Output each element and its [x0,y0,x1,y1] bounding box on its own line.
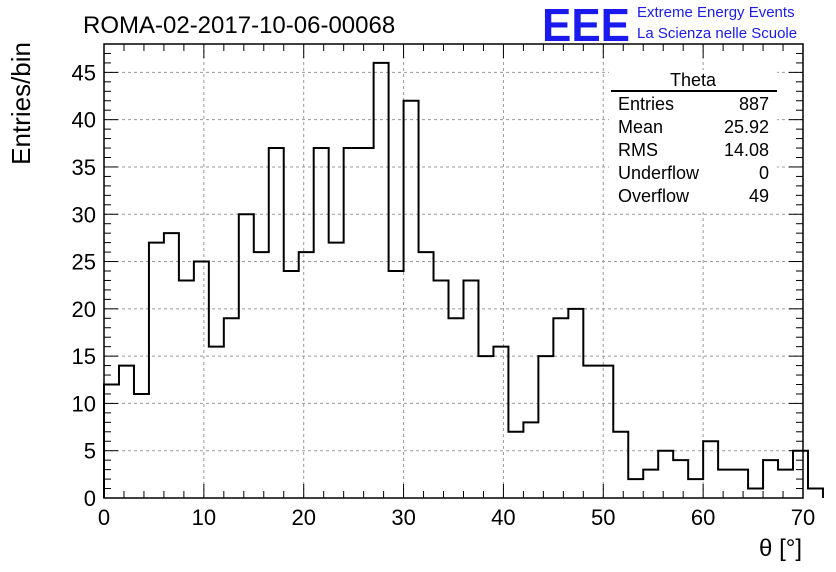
histogram-bin [224,318,239,498]
x-tick-label: 40 [491,505,515,530]
y-tick-label: 40 [72,108,96,133]
histogram-bin [344,148,359,498]
histogram-bin [658,451,673,498]
y-tick-label: 30 [72,202,96,227]
histogram-bin [209,347,224,498]
histogram-bin [134,394,149,498]
histogram-bin [598,366,613,498]
histogram-bin [808,489,823,498]
histogram-bin [763,460,778,498]
y-axis-label: Entries/bin [6,42,36,165]
histogram-bin [299,252,314,498]
histogram-bin [643,470,658,498]
histogram-bin [329,243,344,498]
histogram-bin [778,470,793,498]
y-tick-label: 5 [84,439,96,464]
stats-rows: Entries 887 Mean 25.92 RMS 14.08 Underflow 0 Ove… [618,94,769,206]
histogram-bin [508,432,523,498]
logo-line-2: La Scienza nelle Scuole [637,25,797,42]
x-tick-label: 20 [291,505,315,530]
stats-box: Theta Entries 887 Mean 25.92 RMS 14.08 Underfl… [609,70,777,210]
x-axis-label: θ [°] [759,535,802,562]
x-tick-label: 50 [591,505,615,530]
histogram-bin [613,432,628,498]
histogram-bin [314,148,329,498]
y-tick-label: 45 [72,60,96,85]
y-tick-label: 35 [72,155,96,180]
histogram-bin [748,489,763,498]
histogram-bin [583,366,598,498]
stats-value: 49 [749,186,769,206]
stats-title: Theta [670,70,717,90]
histogram-bin [538,356,553,498]
histogram-bin [688,479,703,498]
stats-label: Underflow [618,163,700,183]
histogram-bin [449,318,464,498]
y-tick-label: 10 [72,391,96,416]
histogram-bin [553,318,568,498]
histogram-bin [269,148,284,498]
histogram-bin [149,243,164,498]
stats-value: 887 [739,94,769,114]
histogram-bin [359,148,374,498]
logo-line-1: Extreme Energy Events [637,4,795,21]
histogram-bin [703,441,718,498]
stats-label: Entries [618,94,674,114]
histogram-bin [628,479,643,498]
stats-label: Overflow [618,186,690,206]
logo-letters: EEE [542,0,630,51]
histogram-bin [254,252,269,498]
y-tick-label: 20 [72,297,96,322]
histogram-bin [568,309,583,498]
eee-logo: EEE Extreme Energy Events La Scienza nel… [542,0,797,51]
histogram-bin [194,262,209,498]
histogram-bin [239,214,254,498]
histogram-bin [104,385,119,499]
histogram-bin [673,460,688,498]
histogram-bin [434,280,449,498]
histogram-bin [718,470,733,498]
x-tick-label: 70 [791,505,815,530]
stats-value: 14.08 [724,140,769,160]
y-tick-label: 25 [72,250,96,275]
histogram-bins [103,61,824,499]
histogram-bin [493,347,508,498]
run-title: ROMA-02-2017-10-06-00068 [83,12,395,39]
histogram-bin [119,366,134,498]
histogram-bin [164,233,179,498]
histogram-bin [374,63,389,498]
histogram-bin [463,280,478,498]
histogram-outline [103,61,824,498]
stats-label: RMS [618,140,658,160]
stats-box-background [609,70,777,210]
y-tick-label: 15 [72,344,96,369]
stats-value: 25.92 [724,117,769,137]
x-tick-label: 30 [391,505,415,530]
histogram-bin [389,271,404,498]
histogram-bin [523,422,538,498]
histogram-bin [793,451,808,498]
histogram-bin [478,356,493,498]
tick-labels: 0 10 20 30 40 50 60 70 0 5 10 15 20 25 30 35 40 45 [72,60,816,530]
y-tick-label: 0 [84,486,96,511]
stats-label: Mean [618,117,663,137]
x-tick-label: 0 [98,505,110,530]
x-tick-label: 10 [192,505,216,530]
stats-value: 0 [759,163,769,183]
histogram-bin [419,252,434,498]
histogram-bin [404,101,419,498]
histogram-bin [179,280,194,498]
histogram-bin [733,470,748,498]
x-tick-label: 60 [691,505,715,530]
histogram-bin [284,271,299,498]
